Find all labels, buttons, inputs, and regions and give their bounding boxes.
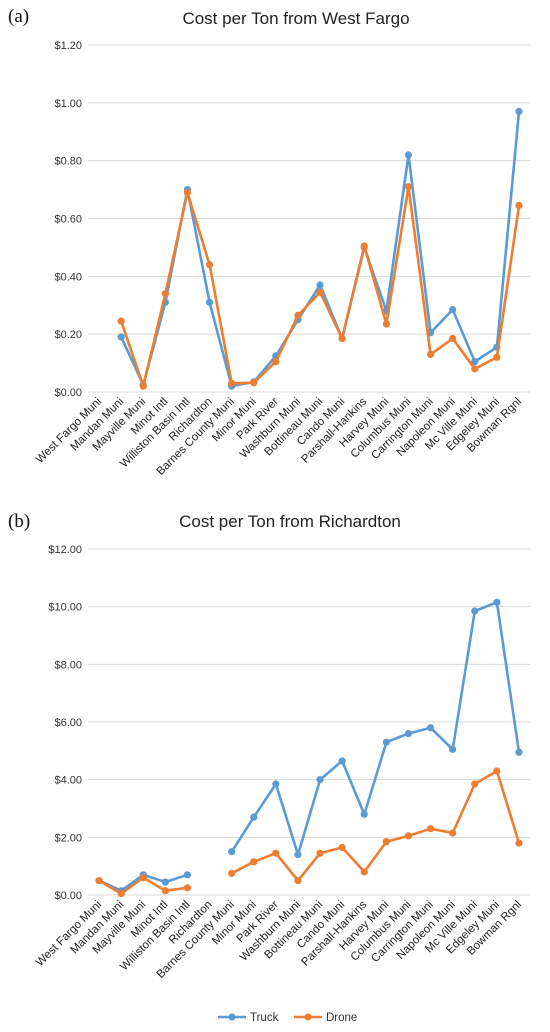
data-point-drone [471,365,479,373]
data-point-truck [515,107,523,116]
data-point-truck [404,729,413,738]
data-point-drone [382,320,390,328]
chart-title-b: Cost per Ton from Richardton [179,512,401,531]
y-tick-label: $10.00 [48,602,82,614]
data-point-drone [515,201,523,210]
legend-marker-truck [228,1013,236,1021]
legend-item-drone: Drone [294,1012,357,1024]
data-point-drone [161,887,169,895]
series-line-truck-a [120,111,521,388]
data-point-truck [250,813,258,821]
data-point-drone [515,839,523,847]
data-point-drone [95,876,103,885]
data-point-truck [117,333,125,341]
y-tick-label: $8.00 [54,659,82,671]
y-tick-label: $12.00 [48,544,82,556]
y-tick-label: $1.20 [54,40,82,52]
data-point-truck [272,780,280,788]
data-point-drone [294,311,302,319]
legend-label-drone: Drone [326,1012,357,1024]
data-point-truck [426,724,435,732]
data-point-drone [360,868,368,876]
series-line-truck-b [230,600,521,856]
data-point-drone [250,379,258,387]
series-line-drone-b [231,769,521,882]
data-point-drone [139,382,147,390]
data-point-drone [205,261,214,269]
y-tick-label: $4.00 [54,775,82,787]
plot-area-a: $0.00$0.20$0.40$0.60$0.80$1.00$1.20West … [34,40,530,478]
data-point-drone [228,869,236,877]
y-tick-label: $0.00 [54,890,82,902]
data-point-truck [449,305,457,314]
data-point-truck [338,757,346,765]
data-point-drone [493,353,501,361]
data-point-truck [161,878,169,886]
data-point-drone [272,849,280,857]
data-point-drone [493,767,501,775]
data-point-drone [316,288,324,296]
data-point-drone [404,832,413,840]
legend: Truck Drone [218,1012,357,1024]
data-point-truck [493,598,501,606]
data-point-drone [139,874,147,882]
data-point-drone [161,290,169,298]
data-point-truck [404,151,413,159]
data-point-drone [471,780,479,788]
data-point-truck [205,298,214,306]
data-point-truck [183,871,192,879]
data-point-drone [250,858,258,866]
data-point-drone [117,317,125,325]
data-point-truck [515,748,523,756]
data-point-drone [316,849,324,857]
data-point-drone [426,825,435,833]
y-tick-label: $0.60 [54,214,82,226]
data-point-drone [183,884,192,892]
plot-area-b: $0.00$2.00$4.00$6.00$8.00$10.00$12.00Wes… [34,544,530,981]
data-point-truck [382,738,390,746]
panel-label-a: (a) [8,6,29,27]
data-point-truck [316,281,324,289]
data-point-drone [426,350,435,359]
legend-item-truck: Truck [218,1012,279,1024]
data-point-drone [272,358,280,366]
data-point-drone [338,334,346,343]
data-point-truck [360,810,368,818]
y-tick-label: $2.00 [54,832,82,844]
data-point-drone [449,334,457,343]
data-point-drone [360,242,368,250]
data-point-truck [294,851,302,859]
y-tick-label: $0.20 [54,329,82,341]
y-tick-label: $1.00 [54,98,82,110]
data-point-drone [183,188,192,197]
legend-marker-drone [304,1013,312,1021]
data-point-drone [404,183,413,191]
data-point-drone [117,889,125,898]
data-point-drone [228,379,236,387]
y-tick-label: $6.00 [54,717,82,729]
y-tick-label: $0.40 [54,271,82,283]
data-point-truck [471,358,479,366]
data-point-truck [471,607,479,615]
data-point-truck [228,848,236,856]
data-point-truck [316,776,324,784]
data-point-drone [382,838,390,846]
legend-label-truck: Truck [250,1012,279,1024]
data-point-truck [449,745,457,753]
data-point-drone [338,843,346,852]
data-point-drone [294,876,302,885]
chart-title-a: Cost per Ton from West Fargo [182,9,409,28]
y-tick-label: $0.80 [54,156,82,168]
panel-label-b: (b) [8,511,30,532]
data-point-drone [449,829,457,837]
y-tick-label: $0.00 [54,387,82,399]
